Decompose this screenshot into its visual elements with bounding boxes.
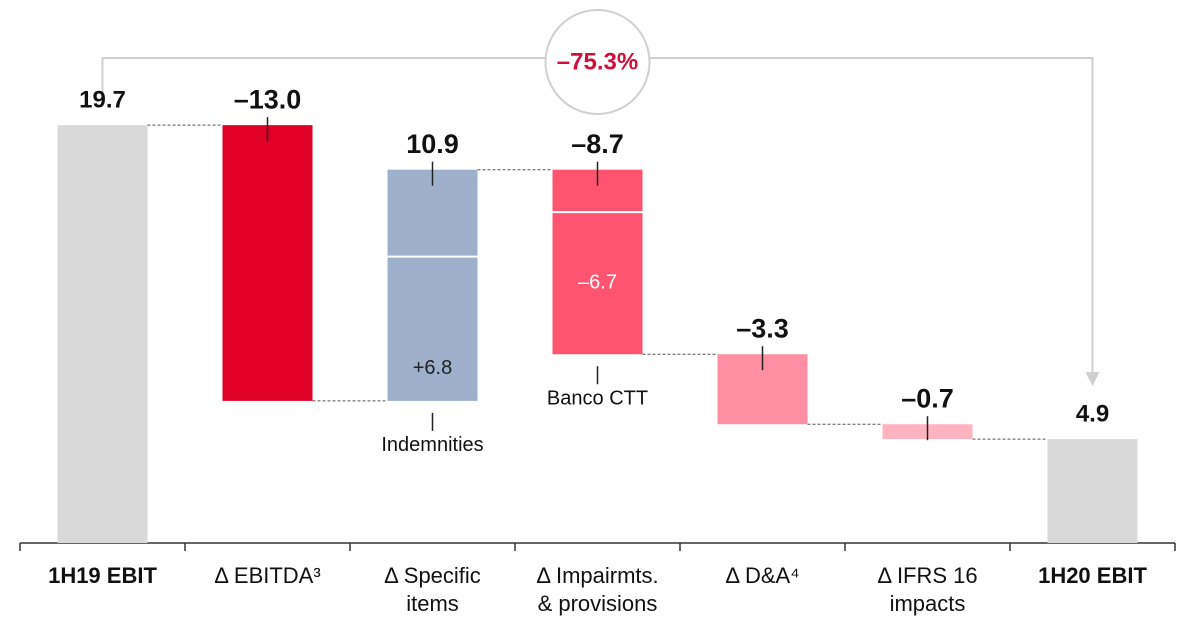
x-tick-label: Δ IFRS 16 impacts: [877, 563, 978, 616]
value-label: 10.9: [406, 129, 459, 159]
breakdown-label: +6.8: [413, 357, 452, 379]
bar: [387, 169, 478, 401]
value-label: 19.7: [79, 86, 126, 113]
value-label: –13.0: [234, 84, 302, 114]
bar: [1047, 439, 1138, 543]
bar: [57, 125, 148, 543]
value-label: –8.7: [571, 129, 624, 159]
breakdown-label: –6.7: [578, 271, 617, 293]
value-label: 4.9: [1076, 400, 1109, 427]
x-tick-label: Δ Specific items: [384, 563, 481, 616]
breakdown-name: Banco CTT: [547, 388, 648, 410]
value-label: –3.3: [736, 313, 789, 343]
arrow-head: [1085, 372, 1100, 387]
x-tick-label: Δ D&A⁴: [725, 563, 800, 588]
breakdown-name: Indemnities: [381, 434, 483, 456]
change-circle: [544, 9, 651, 115]
value-label: –0.7: [901, 383, 954, 413]
bar: [552, 169, 643, 355]
x-tick-label: 1H19 EBIT: [48, 563, 157, 588]
x-tick-label: Δ Impairmts. & provisions: [536, 563, 659, 616]
change-label: –75.3%: [557, 48, 638, 75]
x-tick-label: 1H20 EBIT: [1038, 563, 1147, 588]
x-tick-label: Δ EBITDA³: [214, 563, 321, 588]
bar: [222, 125, 313, 401]
